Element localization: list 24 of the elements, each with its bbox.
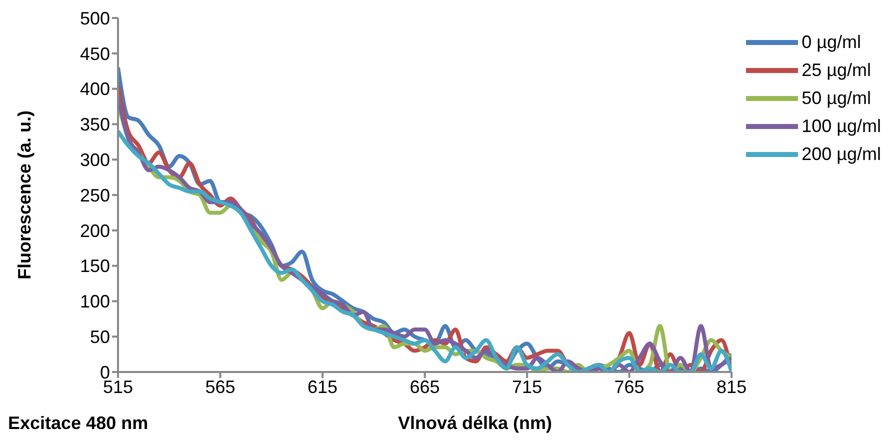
text: Excitace 480 nm (8, 413, 148, 434)
y-tick-label: 100 (80, 292, 110, 312)
y-tick-label: 350 (80, 114, 110, 135)
y-tick-label: 400 (80, 79, 110, 100)
legend-label: 25 µg/ml (802, 60, 871, 80)
legend-label: 200 µg/ml (802, 144, 881, 164)
x-tick-label: 565 (205, 376, 236, 397)
legend-label: 0 µg/ml (802, 32, 861, 52)
y-tick-label: 300 (80, 150, 110, 170)
x-tick-label: 815 (716, 376, 747, 397)
legend-label: 50 µg/ml (802, 88, 871, 108)
x-axis-title: Vlnová délka (nm) (398, 413, 552, 434)
y-axis-title: Fluorescence (a. u.) (14, 110, 34, 280)
x-tick-label: 715 (512, 376, 542, 397)
y-tick-label: 200 (80, 220, 110, 241)
x-tick-label: 665 (410, 376, 440, 397)
y-tick-label: 150 (80, 256, 110, 276)
legend-label: 100 µg/ml (802, 116, 881, 136)
y-tick-label: 450 (80, 44, 110, 64)
x-tick-label: 615 (308, 376, 338, 397)
y-tick-label: 250 (80, 185, 110, 206)
y-tick-label: 500 (80, 8, 110, 28)
y-tick-label: 50 (90, 326, 110, 347)
x-tick-label: 765 (614, 376, 644, 397)
